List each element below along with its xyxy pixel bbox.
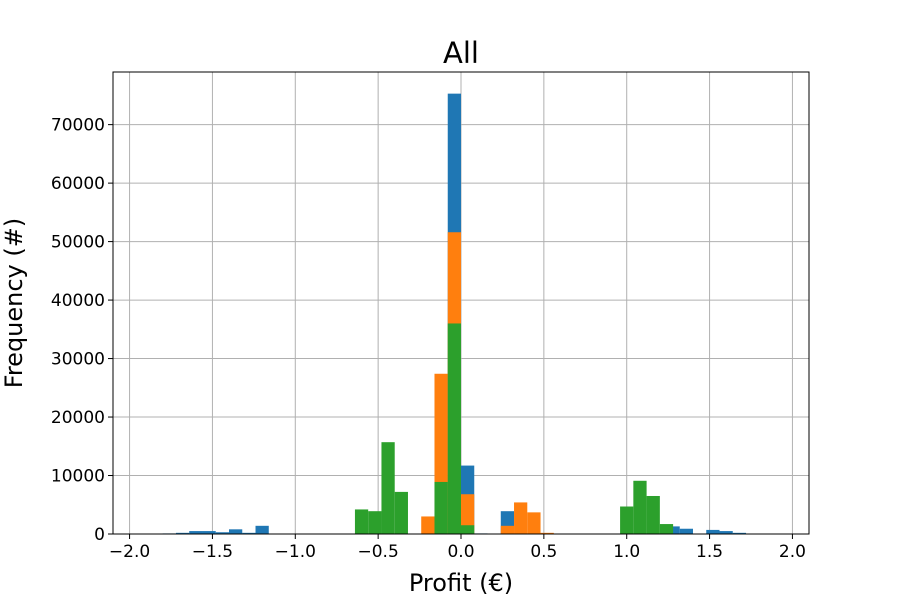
y-axis-title: Frequency (#) <box>0 218 28 388</box>
histogram-bars <box>162 93 747 535</box>
y-tick-label: 70000 <box>51 116 105 136</box>
x-tick-label: −1.5 <box>192 542 233 562</box>
x-tick-label: −1.0 <box>275 542 316 562</box>
histogram-bar-series-3 <box>659 524 674 534</box>
histogram-bar-series-1 <box>719 531 733 534</box>
histogram-bar-series-3 <box>368 511 382 534</box>
histogram-bar-series-3 <box>620 506 634 534</box>
histogram-bar-series-1 <box>215 532 229 534</box>
histogram-bar-series-2 <box>500 525 515 534</box>
histogram-bar-series-1 <box>189 531 203 534</box>
x-tick-label: −2.0 <box>109 542 150 562</box>
x-tick-label: 1.5 <box>696 542 723 562</box>
x-tick-label: 0.0 <box>447 542 474 562</box>
histogram-bar-series-2 <box>514 502 528 534</box>
histogram-bar-series-1 <box>175 532 190 534</box>
x-tick-label: −0.5 <box>358 542 399 562</box>
y-tick-label: 60000 <box>51 174 105 194</box>
histogram-bar-series-3 <box>461 525 475 534</box>
histogram-bar-series-1 <box>202 531 216 534</box>
histogram-bar-series-3 <box>354 509 369 534</box>
y-tick-label: 40000 <box>51 291 105 311</box>
histogram-bar-series-1 <box>679 528 693 534</box>
histogram-bar-series-2 <box>540 532 554 534</box>
histogram-bar-series-2 <box>527 512 541 534</box>
histogram-bar-series-3 <box>633 480 647 534</box>
histogram-bar-series-3 <box>434 481 448 534</box>
y-tick-label: 50000 <box>51 233 105 253</box>
histogram-bar-series-2 <box>461 494 475 534</box>
y-tick-label: 0 <box>94 525 105 545</box>
histogram-bar-series-3 <box>381 442 395 534</box>
x-axis-title: Profit (€) <box>409 569 513 597</box>
y-tick-label: 30000 <box>51 350 105 370</box>
histogram-bar-series-1 <box>242 532 256 534</box>
histogram-bar-series-1 <box>706 529 720 534</box>
x-tick-label: 2.0 <box>779 542 806 562</box>
x-tick-label: 0.5 <box>530 542 557 562</box>
histogram-bar-series-1 <box>732 532 747 534</box>
x-tick-label: 1.0 <box>613 542 640 562</box>
y-tick-label: 20000 <box>51 408 105 428</box>
axis-ticks: −2.0 −1.5 −1.0 −0.5 0.0 0.5 1.0 1.5 2.0 0 10000 200… <box>51 116 806 562</box>
histogram-bar-series-3 <box>447 323 461 534</box>
histogram-bar-series-1 <box>229 529 243 534</box>
chart-title: All <box>443 36 479 70</box>
histogram-bar-series-2 <box>421 516 435 534</box>
histogram-bar-series-3 <box>646 495 660 534</box>
histogram-bar-series-3 <box>394 491 408 534</box>
y-tick-label: 10000 <box>51 467 105 487</box>
histogram-bar-series-1 <box>255 525 269 534</box>
